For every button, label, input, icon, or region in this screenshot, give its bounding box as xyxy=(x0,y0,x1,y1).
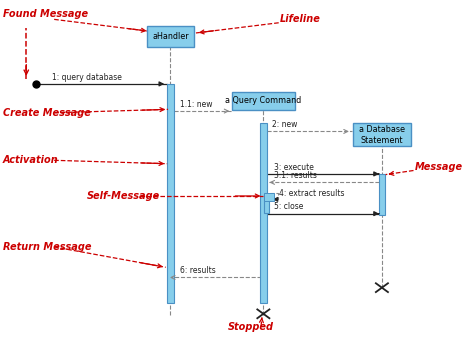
Text: Lifeline: Lifeline xyxy=(280,14,320,24)
FancyBboxPatch shape xyxy=(260,123,266,303)
Text: 1: query database: 1: query database xyxy=(52,73,122,81)
Text: Stopped: Stopped xyxy=(228,322,273,332)
FancyBboxPatch shape xyxy=(264,194,269,213)
Text: 3: execute: 3: execute xyxy=(274,163,314,172)
Text: aHandler: aHandler xyxy=(152,32,189,41)
Text: 6: results: 6: results xyxy=(180,266,215,275)
FancyBboxPatch shape xyxy=(167,84,173,303)
Text: 4: extract results: 4: extract results xyxy=(279,189,344,198)
Text: 1.1: new: 1.1: new xyxy=(180,100,212,109)
Text: Return Message: Return Message xyxy=(3,242,91,252)
Text: a Database
Statement: a Database Statement xyxy=(359,125,405,145)
Text: Found Message: Found Message xyxy=(3,9,88,19)
Text: 2: new: 2: new xyxy=(272,120,297,129)
FancyBboxPatch shape xyxy=(353,123,411,146)
Text: Message: Message xyxy=(414,162,463,172)
FancyBboxPatch shape xyxy=(232,91,295,110)
Text: Self-Message: Self-Message xyxy=(87,191,160,201)
Text: Create Message: Create Message xyxy=(3,108,91,118)
FancyBboxPatch shape xyxy=(264,193,273,201)
Text: Activation: Activation xyxy=(3,155,59,165)
Text: 5: close: 5: close xyxy=(274,202,303,211)
FancyBboxPatch shape xyxy=(147,26,193,46)
FancyBboxPatch shape xyxy=(379,174,385,214)
Text: 3.1: results: 3.1: results xyxy=(274,171,317,180)
Text: a Query Command: a Query Command xyxy=(225,97,301,105)
